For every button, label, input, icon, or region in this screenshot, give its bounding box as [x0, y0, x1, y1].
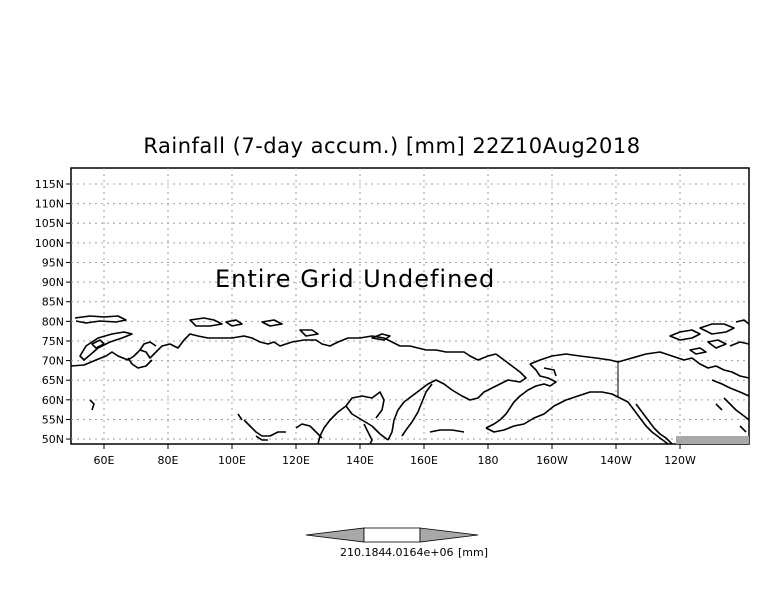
lon-label: 160W — [536, 454, 568, 467]
coast-segment — [543, 367, 557, 377]
colorbar-left-arrow — [305, 527, 365, 543]
lon-label: 140E — [346, 454, 374, 467]
lat-label: 100N — [35, 237, 64, 250]
graticule — [71, 168, 749, 444]
coast-segment — [371, 333, 391, 341]
coast-segment — [89, 399, 95, 411]
coast-segment — [485, 391, 669, 445]
coast-segment — [699, 323, 735, 335]
lat-label: 75N — [42, 335, 64, 348]
coast-segment — [79, 331, 133, 361]
coast-segment — [707, 339, 727, 349]
lat-label: 115N — [35, 178, 64, 191]
coast-segment — [139, 341, 157, 351]
coast-segment — [739, 425, 747, 433]
coast-segment — [711, 379, 750, 397]
coast-segment — [429, 429, 465, 433]
lat-label: 95N — [42, 256, 64, 269]
lon-label: 120W — [664, 454, 696, 467]
lat-label: 70N — [42, 355, 64, 368]
coast-segment — [74, 315, 127, 324]
coast-segment — [729, 341, 750, 347]
coast-segment — [91, 339, 105, 349]
colorbar-label-high: 4.0164e+06 — [385, 546, 453, 559]
coast-segment — [635, 403, 673, 445]
lat-label: 110N — [35, 198, 64, 211]
coast-segment — [617, 351, 750, 379]
coast-segment — [70, 333, 497, 367]
undefined-message: Entire Grid Undefined — [215, 265, 495, 293]
colorbar: 210.184 4.0164e+06 [mm] — [305, 527, 488, 559]
coast-segment — [295, 423, 323, 439]
coast-segment — [317, 405, 347, 445]
colorbar-label-low: 210.184 — [340, 546, 386, 559]
coast-segment — [387, 353, 527, 441]
coast-segment — [363, 423, 373, 445]
lat-label: 50N — [42, 433, 64, 446]
coast-segment — [669, 329, 701, 341]
coast-segment — [261, 319, 283, 327]
coast-segment — [127, 357, 153, 369]
lon-label: 180 — [478, 454, 499, 467]
lon-label: 100E — [218, 454, 246, 467]
coast-segment — [529, 353, 619, 365]
coast-segment — [237, 413, 243, 421]
map-title: Rainfall (7-day accum.) [mm] 22Z10Aug201… — [143, 134, 641, 158]
coast-segment — [243, 419, 286, 437]
coast-segment — [735, 319, 750, 325]
coast-segment — [189, 317, 223, 327]
lat-label: 80N — [42, 315, 64, 328]
lat-label: 105N — [35, 217, 64, 230]
latitude-labels: 115N 110N 105N 100N 95N 90N 85N 80N 75N 70N 65N 60N… — [35, 178, 71, 446]
lat-label: 90N — [42, 276, 64, 289]
lat-label: 85N — [42, 296, 64, 309]
coast-segment — [225, 319, 243, 327]
lon-label: 160E — [410, 454, 438, 467]
lon-label: 120E — [282, 454, 310, 467]
longitude-labels: 60E 80E 100E 120E 140E 160E 180 160W 140W 120W — [94, 444, 696, 467]
coast-segment — [723, 397, 750, 421]
coast-segment — [715, 403, 723, 411]
colorbar-right-arrow — [419, 527, 479, 543]
shaded-region — [676, 436, 749, 444]
lon-label: 60E — [94, 454, 115, 467]
coast-segment — [689, 347, 707, 355]
lat-label: 60N — [42, 394, 64, 407]
lon-label: 140W — [600, 454, 632, 467]
coast-segment — [485, 363, 557, 429]
coastlines — [70, 315, 750, 445]
coast-segment — [345, 391, 389, 441]
lat-label: 55N — [42, 413, 64, 426]
colorbar-middle-box — [363, 527, 421, 543]
colorbar-units: [mm] — [458, 546, 488, 559]
coast-segment — [401, 383, 433, 437]
lat-label: 65N — [42, 374, 64, 387]
lon-label: 80E — [158, 454, 179, 467]
map-frame — [70, 167, 750, 445]
coast-segment — [299, 329, 319, 337]
coast-segment — [255, 435, 268, 441]
